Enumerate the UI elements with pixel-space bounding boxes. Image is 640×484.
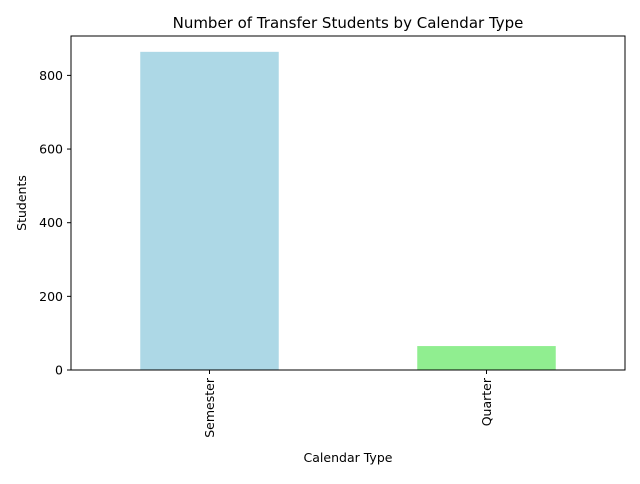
x-axis: Semester Quarter (202, 370, 494, 438)
plot-frame (70, 35, 626, 371)
chart-title: Number of Transfer Students by Calendar … (173, 14, 524, 32)
x-axis-label: Calendar Type (304, 450, 393, 465)
y-tick-label: 400 (39, 215, 63, 230)
bar-quarter (417, 346, 556, 370)
y-tick-label: 0 (55, 363, 63, 378)
x-tick-label-quarter: Quarter (479, 377, 494, 426)
bar-semester (140, 51, 279, 370)
y-axis: 0 200 400 600 800 (39, 68, 71, 378)
y-tick-label: 600 (39, 142, 63, 157)
x-tick-label-semester: Semester (202, 377, 217, 438)
y-tick-label: 200 (39, 289, 63, 304)
y-tick-label: 800 (39, 68, 63, 83)
y-axis-label: Students (14, 175, 29, 231)
bars-layer (140, 51, 556, 370)
